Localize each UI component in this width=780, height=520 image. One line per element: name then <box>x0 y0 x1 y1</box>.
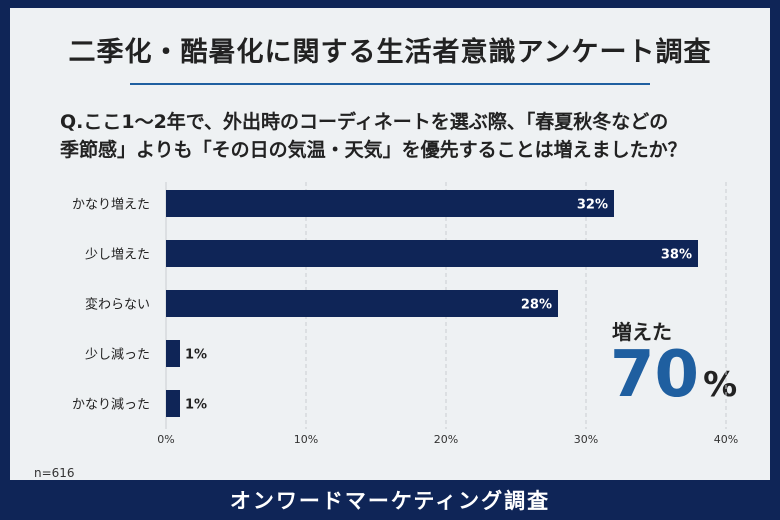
bar <box>166 340 180 367</box>
question-line-2: 季節感」よりも「その日の気温・天気」を優先することは増えましたか？ <box>60 139 687 161</box>
summary-number: 70 <box>610 338 700 412</box>
x-tick-label: 40% <box>714 433 738 446</box>
survey-question: Q.ここ1～2年で、外出時のコーディネートを選ぶ際、「春夏秋冬などの 季節感」よ… <box>60 108 740 164</box>
bar <box>166 390 180 417</box>
category-label: 少し減った <box>85 347 150 363</box>
category-label: かなり減った <box>72 397 150 413</box>
data-label: 28% <box>521 298 552 313</box>
bar <box>166 240 698 267</box>
category-label: 少し増えた <box>85 248 150 263</box>
category-label: かなり増えた <box>72 198 150 213</box>
x-tick-label: 30% <box>574 433 598 446</box>
category-label: 変わらない <box>85 297 150 313</box>
x-tick-label: 0% <box>157 433 174 446</box>
bar-chart: 0% 10% 20% 30% 40% かなり増えた 32% 少し増えた 38% 変わらない 28% 少… <box>72 182 738 446</box>
data-label: 32% <box>577 198 608 213</box>
question-line-1: Q.ここ1～2年で、外出時のコーディネートを選ぶ際、「春夏秋冬などの <box>60 111 669 133</box>
page-title: 二季化・酷暑化に関する生活者意識アンケート調査 <box>68 37 712 68</box>
sample-size: n=616 <box>34 466 75 480</box>
bar <box>166 190 614 217</box>
data-label: 1% <box>185 348 207 363</box>
summary-value: 70% <box>610 338 737 412</box>
x-tick-label: 20% <box>434 433 458 446</box>
summary-unit: % <box>703 365 738 405</box>
bar <box>166 290 558 317</box>
data-label: 38% <box>661 248 692 263</box>
footer-source: オンワードマーケティング調査 <box>229 489 551 513</box>
title-divider <box>130 83 650 85</box>
x-tick-label: 10% <box>294 433 318 446</box>
summary-label: 増えた <box>612 320 672 344</box>
data-label: 1% <box>185 398 207 413</box>
